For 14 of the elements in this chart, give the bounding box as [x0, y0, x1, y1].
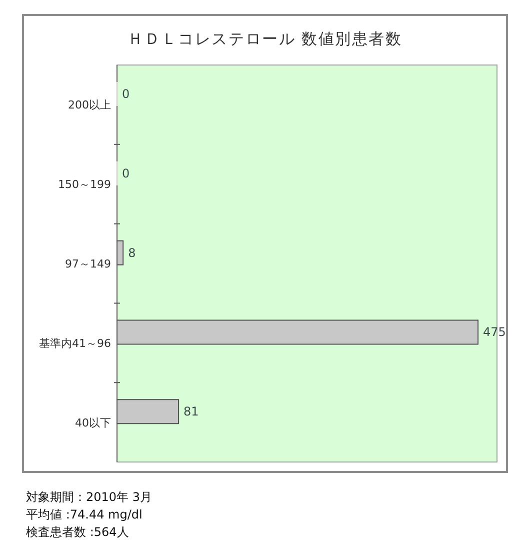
y-tick-label: 97～149: [65, 258, 111, 270]
y-tick-label: 150～199: [58, 178, 111, 192]
data-label: 0: [122, 166, 130, 180]
data-label: 8: [128, 246, 136, 260]
text: 平均値 :74.44 mg/dl: [26, 508, 142, 522]
chart-title: ＨＤＬコレステロール 数値別患者数: [128, 30, 402, 48]
text: 対象期間：2010年 3月: [26, 490, 152, 504]
data-label: 475: [483, 325, 506, 340]
y-tick-label: 40以下: [75, 416, 111, 430]
y-tick-label: 基準内41～96: [39, 336, 111, 350]
data-label: 81: [184, 404, 199, 419]
text: 検査患者数 :564人: [26, 525, 129, 539]
y-tick-label: 200以上: [68, 98, 111, 112]
data-label: 0: [122, 87, 130, 101]
